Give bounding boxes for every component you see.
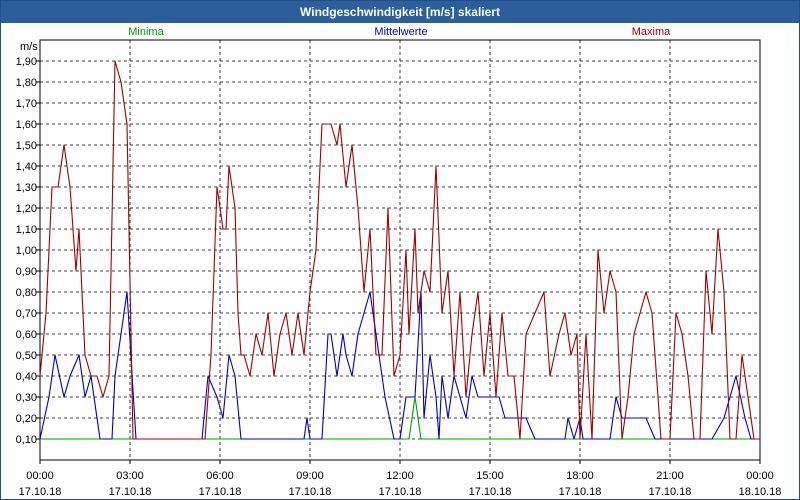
x-tick-time: 21:00 [656,470,684,482]
x-tick-time: 00:00 [746,470,774,482]
grid-lines [40,40,760,460]
y-tick-label: 1,60 [16,119,37,131]
y-tick-label: 0,70 [16,308,37,320]
y-axis-ticks: 0,10 0,20 0,30 0,40 0,50 0,60 0,70 0,80 0,90 1,00… [16,56,40,446]
y-tick-label: 1,20 [16,203,37,215]
x-tick-time: 09:00 [296,470,324,482]
x-tick-date: 17.10.18 [649,486,692,498]
y-tick-label: 0,60 [16,329,37,341]
x-axis-ticks: 00:00 17.10.18 03:00 17.10.18 06:00 17.10.18 0… [19,460,782,498]
y-tick-label: 0,20 [16,413,37,425]
x-tick-time: 18:00 [566,470,594,482]
legend-minima: Minima [128,26,164,38]
window-title: Windgeschwindigkeit [m/s] skaliert [1,1,799,23]
y-tick-label: 1,70 [16,98,37,110]
y-tick-label: 1,90 [16,56,37,68]
series-lines [39,60,760,440]
y-tick-label: 0,50 [16,350,37,362]
x-tick-time: 15:00 [476,470,504,482]
x-tick-date: 17.10.18 [379,486,422,498]
x-tick-date: 17.10.18 [19,486,62,498]
x-tick-date: 17.10.18 [109,486,152,498]
y-tick-label: 1,00 [16,245,37,257]
x-tick-time: 00:00 [26,470,54,482]
y-tick-label: 1,30 [16,182,37,194]
y-axis-label: m/s [20,41,38,53]
legend-maxima: Maxima [632,26,671,38]
y-tick-label: 1,40 [16,161,37,173]
x-tick-date: 17.10.18 [199,486,242,498]
y-tick-label: 0,40 [16,371,37,383]
x-tick-date: 17.10.18 [469,486,512,498]
x-tick-time: 03:00 [116,470,144,482]
y-tick-label: 1,10 [16,224,37,236]
legend-mittelwerte: Mittelwerte [374,26,427,38]
x-tick-date: 17.10.18 [289,486,332,498]
x-tick-date: 17.10.18 [559,486,602,498]
y-tick-label: 0,90 [16,266,37,278]
x-tick-date: 18.10.18 [739,486,782,498]
y-tick-label: 1,50 [16,140,37,152]
y-tick-label: 0,10 [16,434,37,446]
y-tick-label: 0,30 [16,392,37,404]
series-line-maxima [39,60,760,440]
x-tick-time: 06:00 [206,470,234,482]
y-tick-label: 0,80 [16,287,37,299]
x-tick-time: 12:00 [386,470,414,482]
y-tick-label: 1,80 [16,77,37,89]
